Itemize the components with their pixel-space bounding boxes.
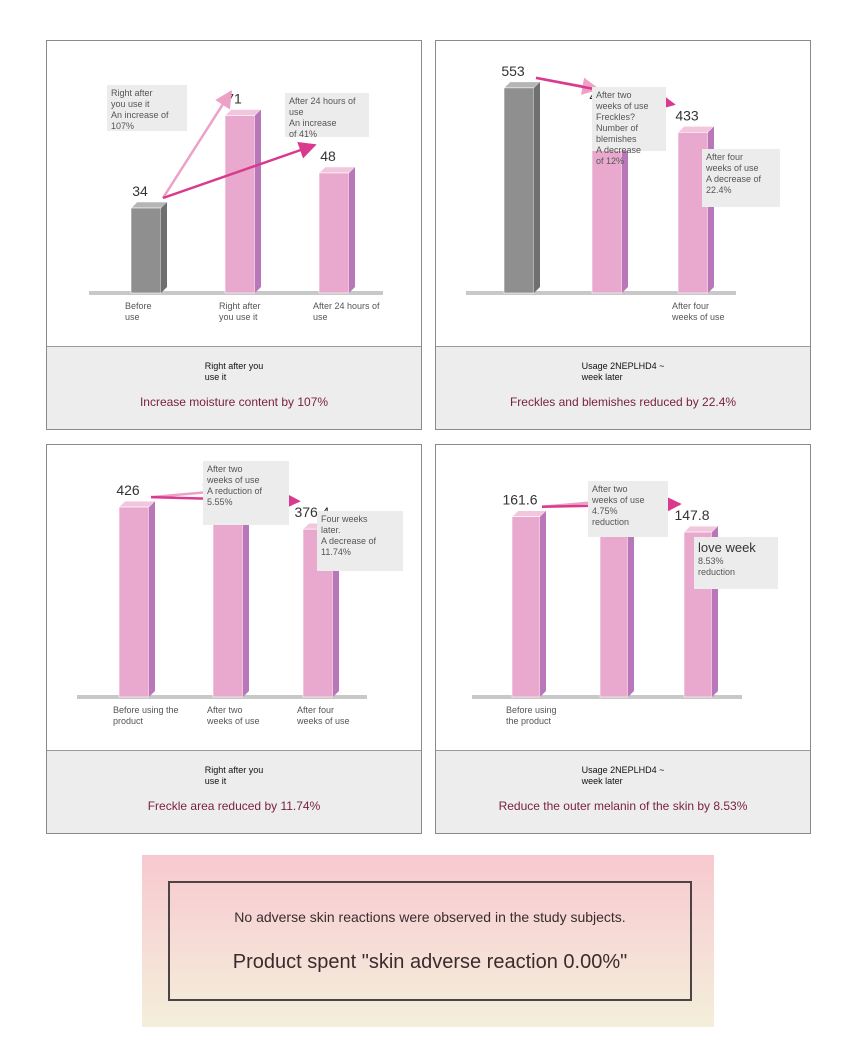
bar bbox=[511, 510, 547, 698]
footer-caption: Usage 2NEPLHD4 ~ week later bbox=[581, 765, 665, 786]
footer-result: Freckle area reduced by 11.74% bbox=[147, 799, 321, 813]
bar bbox=[599, 518, 635, 698]
footer-result: Reduce the outer melanin of the skin by … bbox=[498, 799, 748, 813]
note-title: After two weeks of use bbox=[207, 464, 260, 485]
note-four-weeks: Four weeks later. A decrease of 11.74% bbox=[317, 511, 403, 571]
note-value: An increase of 107% bbox=[111, 110, 169, 131]
category-label: weeks of use bbox=[206, 716, 260, 726]
footer-caption: Right after you use it bbox=[204, 361, 264, 382]
category-label: After four bbox=[672, 301, 709, 311]
trend-arrow bbox=[161, 90, 233, 199]
category-label: Before bbox=[125, 301, 152, 311]
category-label: Right after bbox=[219, 301, 261, 311]
banner-statement: No adverse skin reactions were observed … bbox=[234, 909, 626, 925]
note-value: A decrease of 22.4% bbox=[706, 174, 762, 195]
footer-result: Increase moisture content by 107% bbox=[139, 395, 329, 409]
banner-headline: Product spent "skin adverse reaction 0.0… bbox=[232, 951, 628, 973]
chart-panel-moisture: 34 Before use 71 Right after you use it 48 Afte… bbox=[46, 40, 422, 430]
note-two-weeks: After two weeks of use A reduction of 5.… bbox=[203, 461, 289, 525]
trend-arrow bbox=[162, 141, 317, 200]
panel-footer: Right after you use it Increase moisture… bbox=[47, 346, 421, 429]
note-title: After two weeks of use bbox=[592, 484, 645, 505]
bar bbox=[130, 201, 168, 294]
category-label: weeks of use bbox=[671, 312, 725, 322]
category-label: the product bbox=[506, 716, 552, 726]
panel-footer: Usage 2NEPLHD4 ~ week later Freckles and… bbox=[436, 346, 810, 429]
bar bbox=[503, 81, 541, 294]
value-label: 553 bbox=[501, 63, 525, 79]
safety-banner: No adverse skin reactions were observed … bbox=[142, 855, 714, 1027]
category-label: use bbox=[125, 312, 140, 322]
value-label: 147.8 bbox=[674, 507, 709, 523]
bar bbox=[118, 500, 156, 698]
bar bbox=[683, 525, 719, 698]
note-title: Four weeks later. bbox=[321, 514, 368, 535]
note-value: A decrease of 11.74% bbox=[321, 536, 377, 557]
note-value: An increase of 41% bbox=[289, 118, 337, 139]
category-label: After four bbox=[297, 705, 334, 715]
value-label: 48 bbox=[320, 148, 336, 164]
banner-frame: No adverse skin reactions were observed … bbox=[168, 881, 692, 1001]
category-label: After two bbox=[207, 705, 243, 715]
note-four-weeks: After four weeks of use A decrease of 22… bbox=[702, 149, 780, 207]
value-label: 161.6 bbox=[502, 492, 537, 508]
note-value: A reduction of 5.55% bbox=[207, 486, 263, 507]
note-value: 4.75% reduction bbox=[592, 506, 630, 527]
note-right-after: Right after you use it An increase of 10… bbox=[107, 85, 187, 131]
category-label: Before using the bbox=[113, 705, 179, 715]
note-title: After 24 hours of use bbox=[289, 96, 356, 117]
bar bbox=[212, 508, 250, 698]
footer-result: Freckles and blemishes reduced by 22.4% bbox=[509, 395, 737, 409]
note-title: After two weeks of use Freckles? Number … bbox=[596, 90, 649, 144]
note-value: A decrease of 12% bbox=[596, 145, 642, 166]
note-title: love week bbox=[698, 540, 756, 555]
category-label: weeks of use bbox=[296, 716, 350, 726]
panel-footer: Right after you use it Freckle area redu… bbox=[47, 750, 421, 833]
bar bbox=[318, 166, 356, 294]
note-title: After four weeks of use bbox=[706, 152, 759, 173]
value-label: 433 bbox=[675, 107, 699, 123]
category-label: you use it bbox=[219, 312, 258, 322]
note-later: love week 8.53% reduction bbox=[694, 537, 778, 589]
footer-caption: Right after you use it bbox=[204, 765, 264, 786]
footer-caption: Usage 2NEPLHD4 ~ week later bbox=[581, 361, 665, 382]
note-value: 8.53% reduction bbox=[698, 556, 736, 577]
category-label: use bbox=[313, 312, 328, 322]
category-label: product bbox=[113, 716, 144, 726]
panel-footer: Usage 2NEPLHD4 ~ week later Reduce the o… bbox=[436, 750, 810, 833]
category-label: After 24 hours of bbox=[313, 301, 380, 311]
bar bbox=[224, 109, 262, 294]
note-title: Right after you use it bbox=[111, 88, 153, 109]
value-label: 426 bbox=[116, 482, 140, 498]
category-label: Before using bbox=[506, 705, 557, 715]
note-two-weeks: After two weeks of use 4.75% reduction bbox=[588, 481, 668, 537]
value-label: 34 bbox=[132, 183, 148, 199]
note-two-weeks: After two weeks of use Freckles? Number … bbox=[592, 87, 666, 166]
note-after-24h: After 24 hours of use An increase of 41% bbox=[285, 93, 369, 139]
value-label: 71 bbox=[226, 91, 242, 107]
